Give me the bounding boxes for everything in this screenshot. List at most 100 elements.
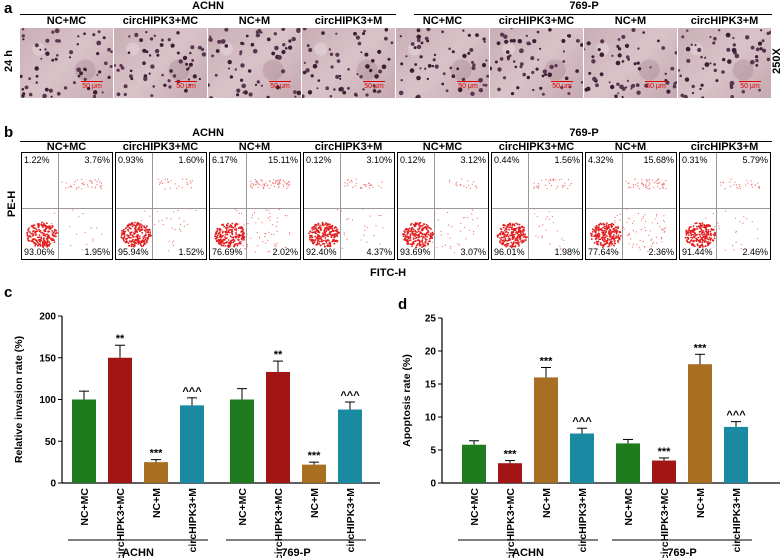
quadrant-ur-pct: 1.56%	[554, 155, 580, 165]
group-line-achn-a	[20, 14, 396, 15]
scale-bar: 50 μm	[269, 81, 291, 90]
x-tick-label: circHIPK3+M	[345, 488, 357, 553]
time-label: 24 h	[3, 50, 15, 73]
y-axis-label: Relative invasion rate (%)	[13, 336, 25, 463]
quadrant-lr-pct: 4.37%	[366, 247, 392, 257]
bar-achn-2	[108, 357, 132, 483]
y-tick-label: 5	[430, 446, 436, 457]
magnification-label: 250X	[771, 48, 783, 74]
column-label-a-3: NC+M	[238, 15, 271, 27]
group-line-achn-b	[20, 141, 396, 142]
group-label: 769-P	[281, 547, 310, 558]
y-tick-label: 150	[39, 353, 56, 364]
flow-plot-4: 0.12% 3.10% 92.40% 4.37%	[303, 152, 395, 260]
significance-mark: ^^^	[572, 416, 592, 428]
significance-mark: ^^^	[726, 410, 746, 422]
quadrant-ll-pct: 77.64%	[588, 247, 619, 257]
quadrant-lr-pct: 1.95%	[84, 247, 110, 257]
group-label: 769-P	[667, 547, 696, 558]
y-tick-label: 0	[430, 479, 436, 490]
quadrant-ll-pct: 92.40%	[306, 247, 337, 257]
significance-mark: ***	[658, 446, 672, 458]
quadrant-ur-pct: 5.79%	[742, 155, 768, 165]
quadrant-ur-pct: 3.76%	[84, 155, 110, 165]
significance-mark: ^^^	[182, 386, 202, 398]
column-label-b-1: NC+MC	[46, 141, 87, 153]
bar-769-p-4	[724, 426, 748, 483]
x-tick-label: circHIPK3+M	[577, 488, 589, 553]
micrograph-5: 50 μm	[396, 28, 489, 98]
bar-769-p-2	[652, 460, 676, 483]
panel-letter-c: c	[4, 284, 13, 301]
y-tick-label: 15	[425, 380, 437, 391]
quadrant-ul-pct: 0.31%	[682, 155, 708, 165]
column-label-b-3: NC+M	[238, 141, 271, 153]
invasion-chart: 0 50 100 150 200 Relative invasion rate (%) NC…	[13, 312, 380, 558]
column-label-a-2: circHIPK3+MC	[122, 15, 199, 27]
y-tick-label: 100	[39, 395, 56, 406]
y-tick-label: 200	[39, 312, 56, 323]
bar-achn-3	[534, 377, 558, 483]
quadrant-ll-pct: 96.01%	[494, 247, 525, 257]
column-label-a-6: circHIPK3+MC	[498, 15, 575, 27]
column-label-a-8: circHIPK3+M	[690, 15, 759, 27]
micrograph-4: 50 μm	[302, 28, 395, 98]
quadrant-ur-pct: 15.68%	[643, 155, 674, 165]
micrograph-3: 50 μm	[208, 28, 301, 98]
x-tick-label: NC+MC	[79, 488, 91, 526]
quadrant-ll-pct: 93.69%	[400, 247, 431, 257]
scale-bar: 50 μm	[457, 81, 479, 90]
column-label-a-7: NC+M	[614, 15, 647, 27]
y-tick-label: 50	[45, 437, 57, 448]
significance-mark: ***	[308, 450, 322, 462]
quadrant-ll-pct: 76.69%	[212, 247, 243, 257]
bar-769-p-3	[302, 464, 326, 483]
quadrant-ur-pct: 3.12%	[460, 155, 486, 165]
significance-mark: ***	[504, 449, 518, 461]
bar-achn-1	[462, 444, 486, 483]
bar-769-p-3	[688, 364, 712, 483]
significance-mark: ^^^	[340, 390, 360, 402]
bar-achn-4	[180, 405, 204, 483]
column-label-a-5: NC+MC	[422, 15, 463, 27]
scale-bar: 50 μm	[81, 81, 103, 90]
column-label-b-7: NC+M	[614, 141, 647, 153]
x-tick-label: circHIPK3+M	[731, 488, 743, 553]
flow-plot-7: 4.32% 15.68% 77.64% 2.36%	[585, 152, 677, 260]
apoptosis-chart: 0 5 10 15 20 25 Apoptosis rate (%) NC+MC *** circ…	[401, 314, 780, 558]
bar-769-p-1	[616, 443, 640, 483]
scale-bar: 50 μm	[551, 81, 573, 90]
quadrant-ul-pct: 6.17%	[212, 155, 238, 165]
column-label-b-8: circHIPK3+M	[690, 141, 759, 153]
quadrant-lr-pct: 2.02%	[272, 247, 298, 257]
quadrant-lr-pct: 1.52%	[178, 247, 204, 257]
column-label-b-4: circHIPK3+M	[314, 141, 383, 153]
x-tick-label: NC+M	[695, 488, 707, 518]
bar-achn-3	[144, 462, 168, 483]
flow-plot-5: 0.12% 3.12% 93.69% 3.07%	[397, 152, 489, 260]
flow-y-axis-label: PE-H	[6, 190, 18, 218]
quadrant-ul-pct: 0.93%	[118, 155, 144, 165]
x-tick-label: circHIPK3+M	[187, 488, 199, 553]
quadrant-ul-pct: 0.44%	[494, 155, 520, 165]
panel-letter-a: a	[4, 0, 13, 17]
quadrant-ur-pct: 1.60%	[178, 155, 204, 165]
y-axis-label: Apoptosis rate (%)	[401, 354, 413, 447]
quadrant-ll-pct: 91.44%	[682, 247, 713, 257]
x-tick-label: NC+MC	[623, 488, 635, 526]
column-label-b-5: NC+MC	[422, 141, 463, 153]
column-label-b-2: circHIPK3+MC	[122, 141, 199, 153]
group-title-achn-a: ACHN	[192, 0, 224, 12]
x-tick-label: NC+M	[541, 488, 553, 518]
flow-plot-3: 6.17% 15.11% 76.69% 2.02%	[209, 152, 301, 260]
quadrant-ur-pct: 3.10%	[366, 155, 392, 165]
quadrant-ll-pct: 95.94%	[118, 247, 149, 257]
quadrant-ur-pct: 15.11%	[268, 155, 298, 165]
flow-plot-1: 1.22% 3.76% 93.06% 1.95%	[21, 152, 113, 260]
panel-letter-b: b	[4, 124, 14, 141]
significance-mark: ***	[694, 342, 708, 354]
micrograph-1: 50 μm	[20, 28, 113, 98]
bar-769-p-1	[230, 399, 254, 483]
quadrant-ul-pct: 0.12%	[306, 155, 332, 165]
x-tick-label: NC+M	[151, 488, 163, 518]
